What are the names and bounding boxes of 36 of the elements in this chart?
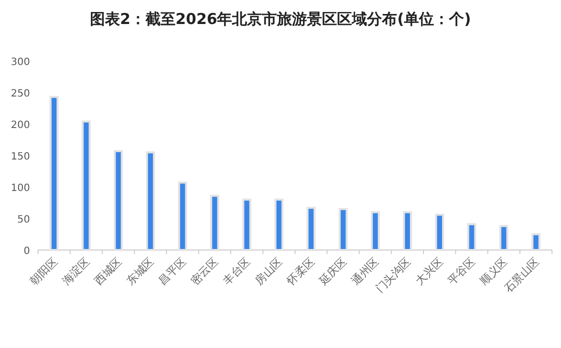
- bar: [242, 198, 252, 251]
- bar: [178, 182, 188, 251]
- bar: [467, 223, 476, 251]
- x-tick-label: 平谷区: [445, 254, 478, 288]
- x-tick-label: 大兴区: [413, 254, 446, 288]
- y-tick-label: 50: [17, 214, 30, 226]
- y-tick-label: 250: [10, 88, 30, 100]
- chart-title: 图表2：截至2026年北京市旅游景区区域分布(单位：个): [90, 10, 471, 28]
- bar: [82, 120, 91, 251]
- bar: [370, 211, 380, 251]
- bar: [531, 233, 540, 251]
- x-tick-label: 房山区: [252, 254, 286, 288]
- bar: [338, 208, 348, 251]
- bar: [50, 96, 59, 251]
- bar: [146, 151, 155, 251]
- x-tick-label: 东城区: [124, 254, 157, 288]
- x-tick-label: 延庆区: [316, 254, 350, 288]
- y-tick-label: 100: [10, 183, 30, 194]
- y-tick-label: 200: [10, 120, 30, 131]
- bar: [435, 214, 444, 251]
- bar: [499, 225, 508, 251]
- y-tick-label: 300: [10, 57, 30, 68]
- x-tick-label: 怀柔区: [284, 254, 318, 288]
- bar: [210, 194, 220, 251]
- x-tick-label: 海淀区: [60, 254, 92, 288]
- x-tick-label: 丰台区: [220, 254, 253, 288]
- bar: [402, 211, 412, 251]
- x-tick-label: 密云区: [188, 254, 221, 288]
- x-tick-label: 西城区: [92, 254, 124, 288]
- x-tick-label: 昌平区: [156, 254, 189, 288]
- y-tick-label: 0: [24, 246, 30, 257]
- x-tick-label: 朝阳区: [28, 254, 60, 288]
- bar: [274, 198, 284, 251]
- y-tick-label: 150: [10, 152, 30, 162]
- bar: [306, 206, 316, 251]
- bar: [114, 150, 123, 251]
